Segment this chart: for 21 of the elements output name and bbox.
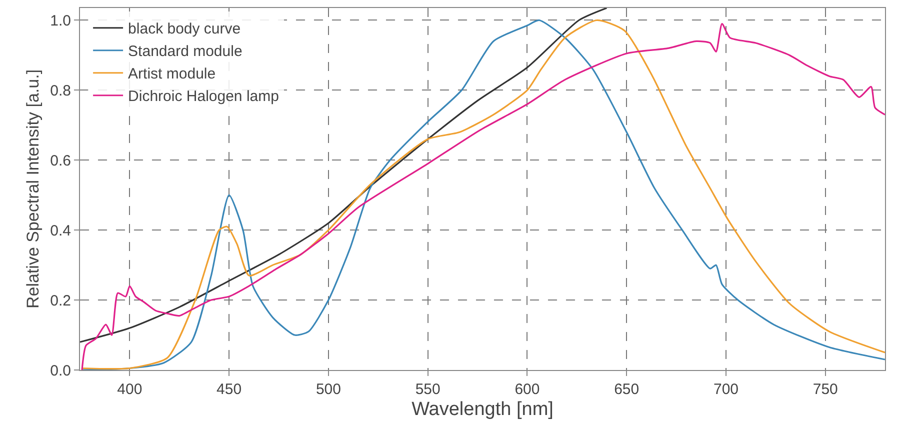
x-tick-label: 500 [316, 381, 341, 398]
legend-label: Standard module [128, 43, 242, 60]
x-tick-label: 400 [117, 381, 142, 398]
legend-label: Dichroic Halogen lamp [128, 88, 279, 106]
y-tick-label: 0.0 [50, 362, 71, 380]
y-tick-label: 0.8 [50, 82, 71, 100]
line-series [80, 8, 608, 343]
x-tick-label: 650 [614, 381, 640, 398]
y-tick-label: 0.4 [50, 222, 71, 240]
x-tick-label: 700 [713, 381, 739, 398]
y-tick-label: 0.2 [50, 292, 71, 310]
y-axis-title: Relative Spectral Intensity [a.u.] [24, 69, 43, 309]
legend-label: Artist module [128, 66, 216, 83]
x-axis-title: Wavelength [nm] [412, 398, 554, 420]
x-tick-label: 750 [812, 381, 838, 398]
legend-label: black body curve [128, 20, 241, 38]
x-tick-label: 450 [216, 381, 242, 398]
x-tick-label: 550 [415, 381, 440, 398]
y-tick-label: 1.0 [50, 12, 71, 30]
y-tick-label: 0.6 [50, 152, 71, 170]
x-tick-label: 600 [514, 381, 540, 398]
